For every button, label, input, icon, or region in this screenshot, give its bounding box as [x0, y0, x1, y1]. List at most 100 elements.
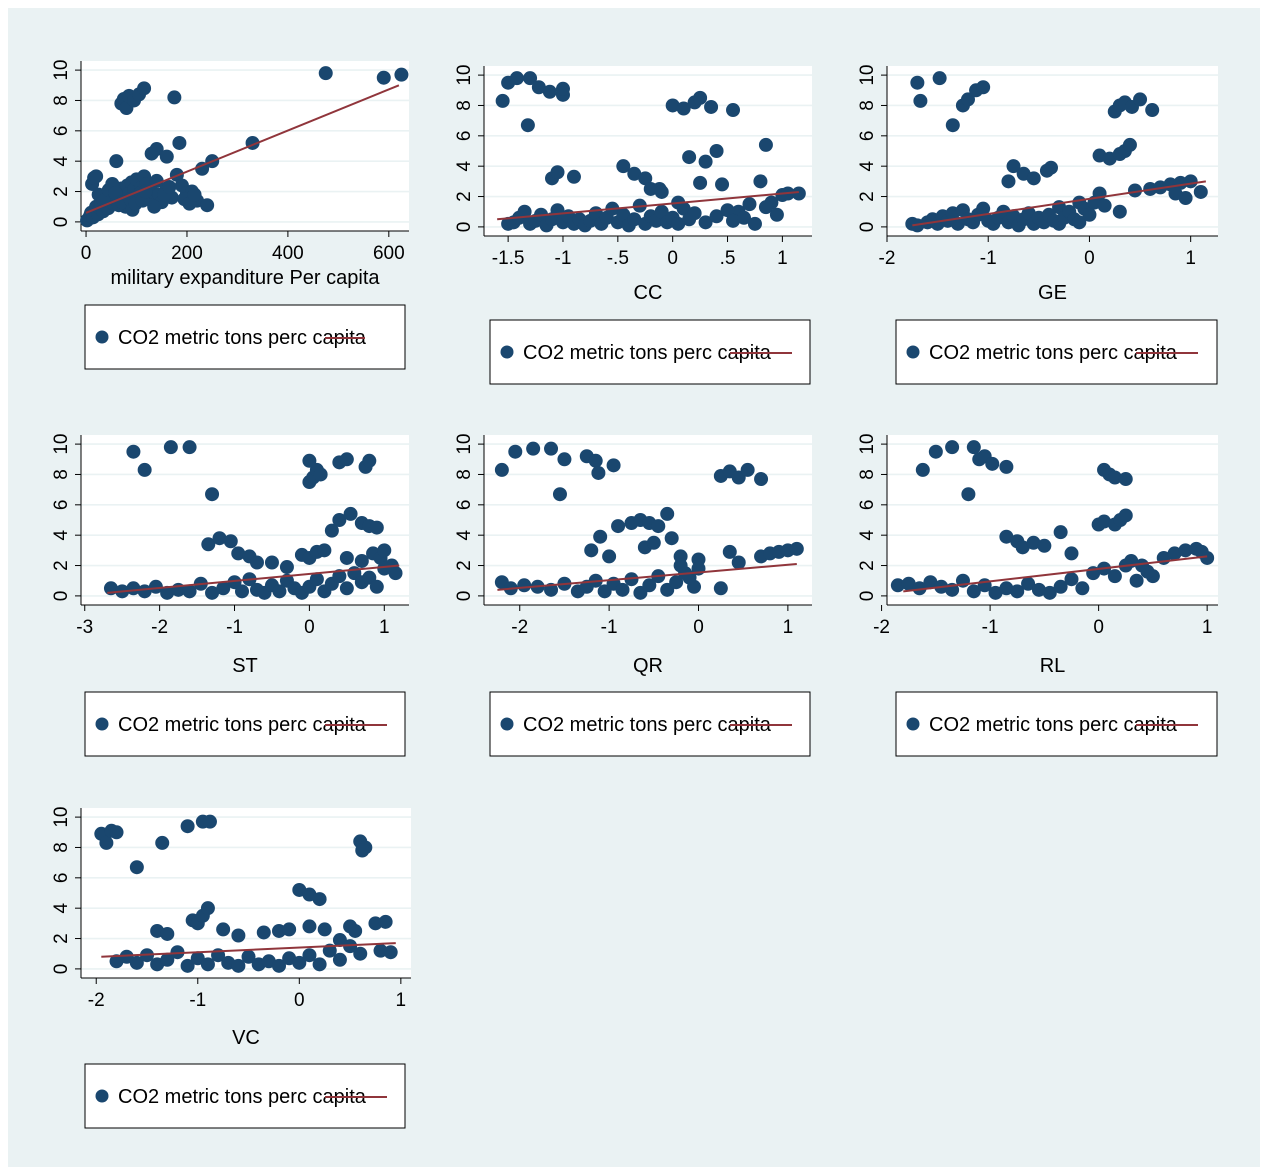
data-point	[369, 579, 384, 594]
data-point	[163, 440, 178, 455]
data-point	[966, 440, 981, 455]
legend: CO2 metric tons perc capita	[489, 319, 811, 385]
data-point	[231, 958, 246, 973]
data-point	[1042, 585, 1057, 600]
data-point	[669, 575, 684, 590]
data-point	[531, 80, 546, 95]
data-point	[1043, 160, 1058, 175]
data-point	[890, 578, 905, 593]
data-point	[354, 553, 369, 568]
y-tick-label: 0	[51, 591, 72, 602]
data-point	[736, 210, 751, 225]
y-tick-label: 4	[51, 902, 72, 913]
data-point	[160, 952, 175, 967]
data-point	[1026, 535, 1041, 550]
data-point	[195, 161, 210, 176]
y-tick-label: 10	[454, 65, 475, 86]
data-point	[671, 216, 686, 231]
data-point	[180, 958, 195, 973]
y-tick-label: 2	[51, 560, 72, 571]
data-point	[494, 462, 509, 477]
data-point	[1127, 183, 1142, 198]
data-point	[216, 581, 231, 596]
fit-line	[903, 555, 1208, 593]
data-point	[638, 171, 653, 186]
data-point	[137, 462, 152, 477]
data-point	[509, 71, 524, 86]
data-point	[332, 933, 347, 948]
data-point	[1072, 215, 1087, 230]
data-point	[182, 584, 197, 599]
data-point	[1082, 207, 1097, 222]
data-point	[202, 814, 217, 829]
data-point	[988, 585, 1003, 600]
plot-area	[484, 66, 812, 236]
chart-panel-4: 0 2 4 6 8 10 -3 -2 -1 0 1 ST CO2 metric tons perc ca…	[51, 434, 409, 757]
data-point	[129, 860, 144, 875]
data-point	[753, 174, 768, 189]
legend-marker	[500, 717, 514, 731]
x-tick-label: 400	[272, 243, 304, 264]
y-tick-label: 6	[51, 500, 72, 511]
data-point	[682, 150, 697, 165]
data-point	[673, 558, 688, 573]
data-point	[155, 835, 170, 850]
data-point	[332, 513, 347, 527]
data-point	[205, 487, 220, 502]
x-tick-label: -3	[76, 617, 93, 638]
y-tick-label: 10	[857, 65, 878, 86]
y-tick-label: 0	[51, 217, 72, 228]
data-point	[160, 926, 175, 941]
data-point	[1112, 204, 1127, 219]
legend-label: CO2 metric tons perc capita	[523, 714, 772, 736]
data-point	[915, 462, 930, 477]
x-tick-label: 1	[379, 617, 390, 638]
legend: CO2 metric tons perc capita	[84, 691, 406, 757]
data-point	[355, 843, 370, 858]
y-tick-label: 8	[51, 95, 72, 106]
data-point	[282, 922, 297, 937]
y-tick-label: 6	[857, 131, 878, 142]
data-point	[339, 452, 354, 467]
y-tick-label: 0	[454, 591, 475, 602]
data-point	[495, 93, 510, 108]
y-tick-label: 4	[454, 529, 475, 540]
data-point	[923, 575, 938, 590]
data-point	[999, 581, 1014, 596]
data-point	[517, 578, 532, 593]
data-point	[241, 949, 256, 964]
data-point	[377, 543, 392, 558]
data-point	[264, 555, 279, 570]
x-tick-label: 0	[304, 617, 315, 638]
data-point	[272, 958, 286, 973]
data-point	[616, 207, 631, 222]
data-point	[378, 914, 393, 929]
data-point	[544, 441, 559, 456]
x-tick-label: 1	[1202, 617, 1213, 638]
data-point	[660, 506, 675, 521]
data-point	[1167, 546, 1182, 561]
y-tick-label: 10	[51, 60, 72, 81]
y-tick-label: 4	[454, 160, 475, 171]
data-point	[231, 546, 246, 561]
data-point	[676, 201, 691, 216]
legend: CO2 metric tons perc capita	[84, 1063, 406, 1129]
data-point	[317, 543, 332, 558]
data-point	[1006, 159, 1021, 174]
data-point	[665, 98, 680, 113]
x-tick-label: -2	[88, 990, 105, 1011]
data-point	[654, 184, 669, 199]
x-tick-label: -1	[226, 617, 243, 638]
data-point	[910, 75, 925, 90]
y-tick-label: 0	[454, 222, 475, 233]
data-point	[190, 951, 205, 966]
data-point	[704, 99, 719, 114]
data-point	[376, 70, 391, 85]
data-point	[313, 467, 328, 482]
data-point	[508, 444, 523, 459]
legend-marker	[95, 330, 109, 344]
x-tick-label: 0	[667, 248, 678, 269]
data-point	[1021, 576, 1036, 591]
legend: CO2 metric tons perc capita	[489, 691, 811, 757]
plot-area	[887, 435, 1218, 605]
